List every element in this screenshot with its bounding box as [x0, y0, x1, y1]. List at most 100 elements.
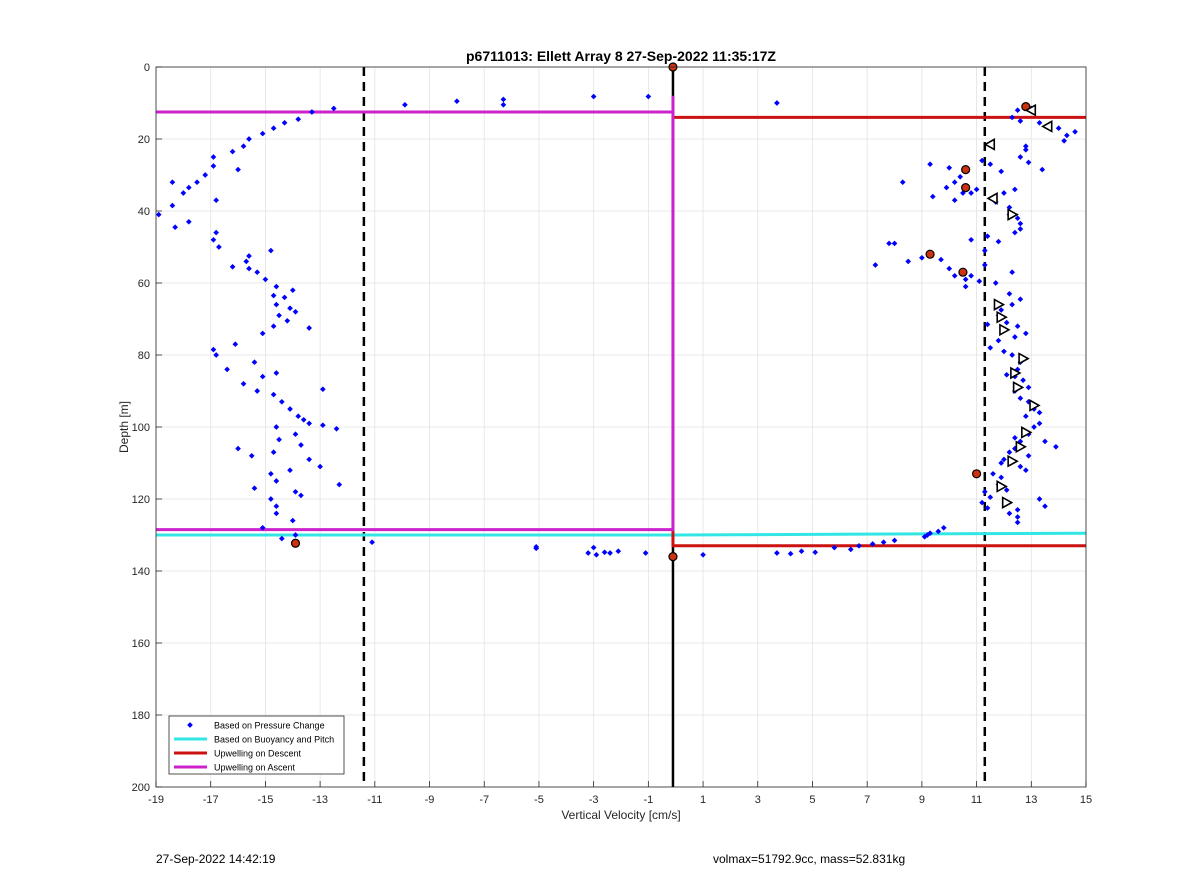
pressure-point [1001, 190, 1007, 196]
triangle-right-marker [1010, 366, 1022, 380]
pressure-point [281, 294, 288, 301]
pressure-point [1014, 107, 1021, 114]
pressure-point [232, 341, 239, 348]
triangle-right-marker [1012, 381, 1025, 394]
legend-label: Based on Buoyancy and Pitch [214, 735, 334, 745]
triangle-right-marker [1007, 208, 1019, 221]
y-tick-label: 80 [138, 350, 150, 362]
pressure-point [891, 240, 898, 247]
pressure-point [1003, 319, 1010, 326]
pressure-point [1025, 384, 1032, 391]
pressure-point [273, 503, 280, 510]
pressure-point [284, 317, 291, 324]
pressure-point [270, 125, 277, 132]
legend-label: Upwelling on Descent [214, 749, 302, 759]
pressure-point [287, 406, 293, 412]
pressure-point [607, 550, 613, 556]
pressure-point [259, 373, 266, 380]
pressure-point [940, 524, 947, 531]
pressure-series [155, 93, 1078, 558]
y-tick-label: 200 [132, 782, 150, 794]
y-tick-label: 140 [132, 566, 150, 578]
pressure-point [831, 544, 838, 551]
pressure-point [962, 276, 969, 283]
y-tick-label: 120 [132, 494, 150, 506]
pressure-point [938, 256, 944, 263]
pressure-point [320, 422, 326, 429]
pressure-point [210, 346, 217, 353]
pressure-point [774, 100, 780, 106]
pressure-point [872, 262, 879, 268]
pressure-point [276, 436, 282, 443]
pressure-point [1006, 290, 1013, 297]
pressure-point [957, 173, 964, 180]
pressure-point [292, 532, 299, 538]
pressure-point [929, 193, 936, 200]
pressure-point [905, 258, 912, 265]
pressure-point [1025, 159, 1032, 166]
highlight-point [961, 165, 971, 175]
pressure-point [973, 186, 980, 193]
pressure-point [235, 445, 241, 452]
pressure-point [968, 190, 974, 196]
pressure-point [276, 312, 282, 319]
pressure-point [289, 517, 296, 524]
legend-label: Based on Pressure Change [214, 721, 325, 731]
pressure-point [979, 499, 985, 506]
pressure-point [216, 244, 222, 250]
pressure-point [951, 272, 958, 279]
x-tick-label: -3 [589, 794, 599, 806]
pressure-point [298, 442, 304, 448]
pressure-point [981, 262, 988, 268]
pressure-point [812, 549, 819, 556]
pressure-point [169, 179, 176, 186]
pressure-point [185, 184, 192, 191]
pressure-point [306, 325, 313, 331]
x-tick-label: -11 [367, 794, 382, 806]
y-tick-label: 100 [132, 422, 150, 434]
pressure-point [700, 551, 706, 558]
pressure-point [880, 539, 887, 546]
x-tick-label: 9 [919, 794, 925, 806]
upwelling-ascent-line [156, 95, 675, 532]
pressure-point [287, 467, 293, 474]
pressure-point [1036, 420, 1043, 427]
pressure-point [306, 456, 313, 463]
pressure-point [968, 272, 974, 279]
pressure-point [869, 541, 876, 547]
x-tick-label: -19 [148, 794, 164, 806]
x-tick-label: -1 [643, 794, 653, 806]
x-tick-label: 13 [1025, 794, 1037, 806]
pressure-point [278, 535, 285, 542]
pressure-point [317, 463, 323, 470]
pressure-point [298, 492, 304, 499]
pressure-point [856, 542, 862, 549]
x-tick-label: -15 [257, 794, 273, 806]
y-tick-label: 0 [144, 62, 150, 74]
pressure-point [270, 323, 277, 330]
pressure-point [259, 130, 266, 137]
pressure-point [990, 470, 996, 477]
pressure-point [992, 280, 999, 286]
pressure-point [229, 263, 236, 270]
pressure-point [981, 247, 988, 254]
pressure-point [919, 254, 925, 261]
pressure-point [1036, 409, 1043, 416]
pressure-point [1039, 166, 1046, 173]
pressure-point [500, 101, 507, 108]
pressure-point [946, 164, 953, 171]
pressure-point [402, 101, 408, 108]
pressure-point [585, 550, 592, 556]
pressure-point [330, 105, 337, 112]
pressure-point [951, 197, 958, 204]
pressure-point [235, 166, 241, 173]
pressure-point [292, 431, 299, 438]
pressure-point [1017, 463, 1024, 470]
pressure-point [1025, 452, 1032, 459]
pressure-point [243, 258, 250, 265]
pressure-point [1017, 226, 1024, 232]
pressure-point [1036, 496, 1043, 502]
pressure-point [194, 179, 200, 186]
x-tick-label: 5 [809, 794, 815, 806]
